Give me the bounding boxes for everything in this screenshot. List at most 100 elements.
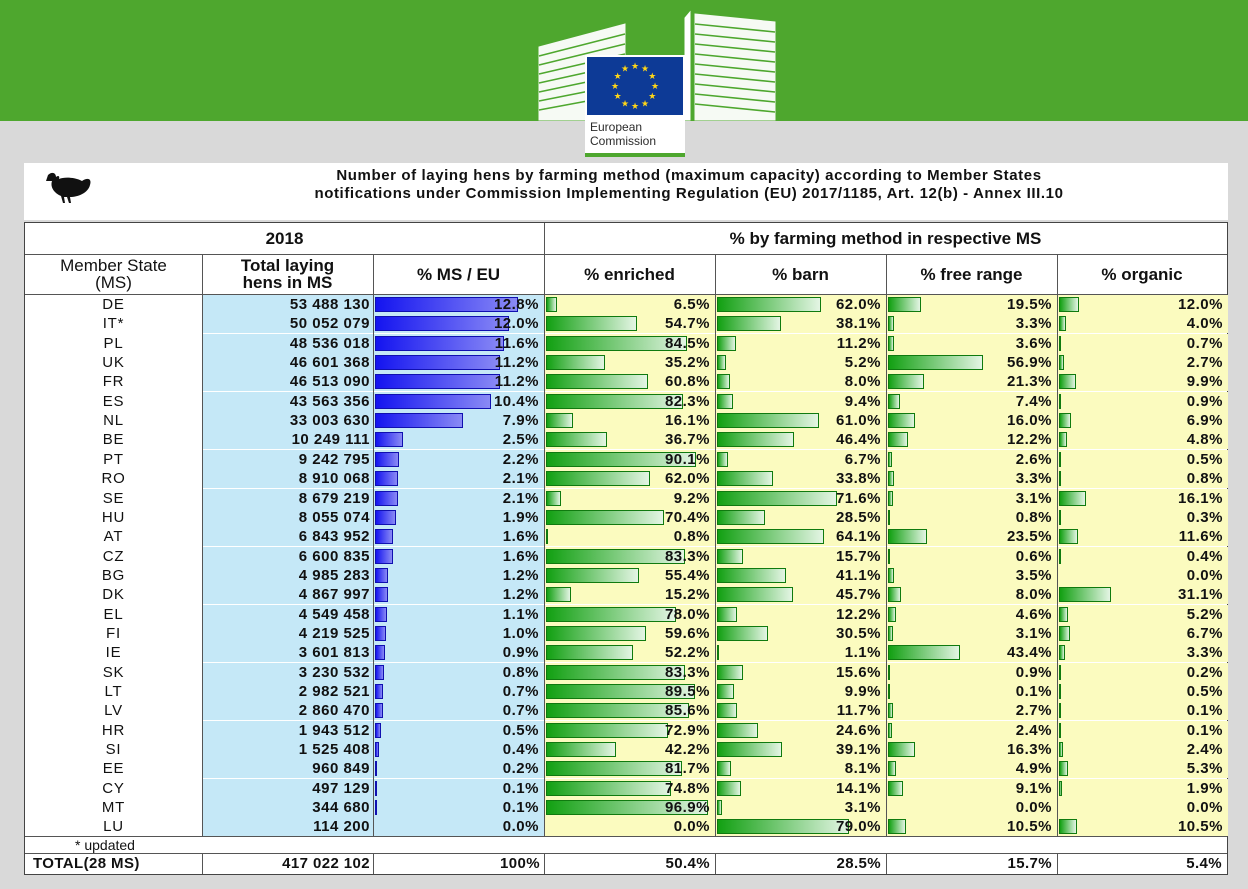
total-hens-value: 8 679 219 [298,489,370,507]
free-range-cell: 9.1% [886,778,1057,798]
member-state-cell: PL [103,334,124,352]
free-range-cell: 8.0% [886,585,1057,605]
share-cell: 0.5% [373,720,544,740]
barn-bar [717,548,744,564]
column-divider [202,853,203,874]
total-hens-cell: 6 843 952 [202,527,373,547]
barn-value: 3.1% [844,799,881,817]
enriched-bar [546,800,708,816]
enriched-cell: 82.3% [544,391,715,411]
member-state-cell: NL [103,412,124,430]
organic-cell: 10.5% [1057,817,1228,837]
share-cell: 0.8% [373,662,544,682]
total-hens-value: 3 601 813 [298,644,370,662]
enriched-value: 78.0% [664,605,710,623]
column-divider [544,223,545,294]
barn-bar [717,393,733,409]
organic-bar [1059,393,1061,409]
barn-bar [717,742,783,758]
enriched-bar [546,335,688,351]
organic-cell: 3.3% [1057,643,1228,663]
column-divider [1057,254,1058,294]
col-header-total: Total laying hens in MS [202,254,373,294]
free-range-cell: 2.4% [886,720,1057,740]
member-state-cell: AT [103,528,124,546]
flag-star: ★ [621,64,629,74]
total-hens-cell: 344 680 [202,798,373,818]
enriched-value: 59.6% [664,624,710,642]
barn-cell: 8.0% [715,372,886,392]
free-range-value: 4.6% [1015,605,1052,623]
enriched-cell: 83.3% [544,662,715,682]
enriched-bar [546,742,617,758]
enriched-bar [546,684,696,699]
organic-bar [1059,722,1061,738]
share-value: 12.0% [493,315,539,333]
free-range-value: 0.1% [1015,683,1052,700]
organic-bar [1059,374,1076,390]
share-value: 1.2% [502,566,539,584]
free-range-bar [888,471,894,487]
organic-cell: 0.0% [1057,565,1228,585]
organic-cell: 0.5% [1057,449,1228,469]
organic-value: 0.4% [1186,547,1223,565]
share-cell: 0.9% [373,643,544,663]
enriched-bar [546,316,638,332]
free-range-cell: 3.5% [886,565,1057,585]
share-cell: 1.6% [373,546,544,566]
free-range-value: 2.6% [1015,450,1052,468]
organic-value: 6.9% [1186,412,1223,430]
member-state-cell: LV [104,702,123,720]
table-row: LT 2 982 521 0.7% 89.5% 9.9% 0.1% 0.5% [25,682,1229,701]
total-free-range: 15.7% [1007,855,1052,872]
share-cell: 11.2% [373,353,544,373]
barn-cell: 28.5% [715,507,886,527]
share-cell: 0.7% [373,682,544,701]
share-bar [375,606,388,622]
table-row: UK 46 601 368 11.2% 35.2% 5.2% 56.9% 2.7% [25,353,1229,373]
enriched-bar [546,393,684,409]
organic-bar [1059,548,1061,564]
barn-cell: 15.7% [715,546,886,566]
organic-cell: 0.1% [1057,701,1228,721]
share-cell: 1.2% [373,565,544,585]
free-range-value: 3.1% [1015,624,1052,642]
enriched-bar [546,490,562,506]
free-range-value: 10.5% [1006,818,1052,836]
barn-cell: 9.9% [715,682,886,701]
barn-bar [717,335,736,351]
free-range-cell: 56.9% [886,353,1057,373]
barn-bar [717,374,731,390]
enriched-cell: 89.5% [544,682,715,701]
column-divider [715,853,716,874]
barn-bar [717,761,731,777]
enriched-value: 70.4% [664,508,710,526]
total-hens-cell: 114 200 [202,817,373,837]
enriched-value: 42.2% [664,741,710,759]
barn-value: 71.6% [835,489,881,507]
member-state-cell: RO [101,470,126,488]
free-range-value: 0.9% [1015,663,1052,681]
total-row: TOTAL(28 MS) 417 022 102 100% 50.4% 28.5… [25,854,1227,874]
total-hens-value: 6 600 835 [298,547,370,565]
column-divider [544,853,545,874]
enriched-cell: 35.2% [544,353,715,373]
share-value: 0.0% [502,818,539,836]
organic-cell: 12.0% [1057,295,1228,314]
total-hens-value: 46 601 368 [289,354,370,372]
total-hens-value: 344 680 [312,799,370,817]
organic-cell: 11.6% [1057,527,1228,547]
enriched-bar [546,625,646,641]
free-range-value: 3.5% [1015,566,1052,584]
share-value: 2.1% [502,470,539,488]
enriched-value: 54.7% [664,315,710,333]
col-ms-line1: Member State [60,256,167,275]
share-bar [375,664,384,680]
share-value: 0.5% [502,721,539,739]
share-cell: 1.6% [373,527,544,547]
organic-cell: 1.9% [1057,778,1228,798]
table-row: MT 344 680 0.1% 96.9% 3.1% 0.0% 0.0% [25,798,1229,818]
enriched-value: 15.2% [664,586,710,604]
barn-value: 6.7% [844,450,881,468]
enriched-value: 90.1% [664,450,710,468]
